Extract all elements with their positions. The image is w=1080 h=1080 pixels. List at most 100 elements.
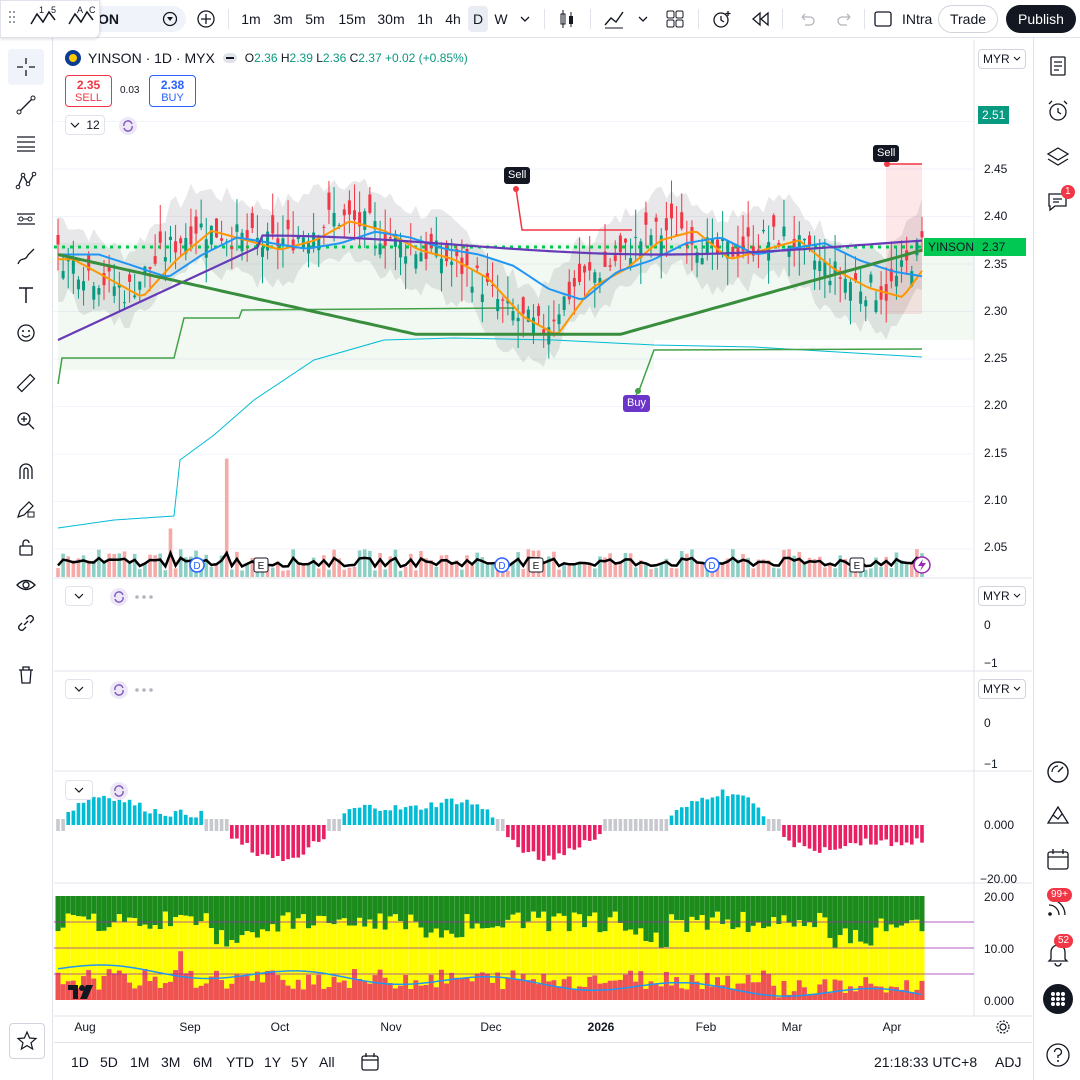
pane-collapse-button[interactable] xyxy=(65,780,93,800)
logo-widget[interactable]: 1 5 A C xyxy=(0,0,100,38)
buy-signal-marker[interactable]: Buy xyxy=(623,395,650,412)
currency-select[interactable]: MYR xyxy=(978,679,1026,699)
oscillator-bar-yellow xyxy=(715,911,721,978)
help-button[interactable] xyxy=(1040,1037,1076,1073)
interval-3m[interactable]: 3m xyxy=(273,11,293,27)
layout-name[interactable]: INtra xyxy=(902,11,933,27)
fullscreen-icon[interactable] xyxy=(872,8,894,30)
forecast-tool[interactable] xyxy=(8,201,44,237)
trend-line-tool[interactable] xyxy=(8,87,44,123)
currency-select[interactable]: MYR xyxy=(978,586,1026,606)
redo-icon[interactable] xyxy=(834,8,856,30)
oscillator-bar-yellow xyxy=(367,919,373,984)
add-symbol-icon[interactable] xyxy=(196,9,216,29)
oscillator-bar-yellow xyxy=(847,943,853,987)
range-all[interactable]: All xyxy=(319,1054,335,1070)
publish-button[interactable]: Publish xyxy=(1006,5,1076,33)
link-tool[interactable] xyxy=(8,605,44,641)
interval-5m[interactable]: 5m xyxy=(305,11,325,27)
oscillator-bar-red xyxy=(418,985,424,1000)
interval-w[interactable]: W xyxy=(494,11,508,27)
volume-bar xyxy=(664,558,669,577)
interval-30m[interactable]: 30m xyxy=(377,11,405,27)
ruler-tool[interactable] xyxy=(8,365,44,401)
interval-15m[interactable]: 15m xyxy=(338,11,366,27)
visibility-tool[interactable] xyxy=(8,567,44,603)
range-1y[interactable]: 1Y xyxy=(264,1054,282,1070)
undo-icon[interactable] xyxy=(796,8,818,30)
interval-1h[interactable]: 1h xyxy=(417,11,433,27)
candle-body xyxy=(547,327,551,345)
watchlist-button[interactable] xyxy=(1040,48,1076,84)
indicators-toggle[interactable]: 12 xyxy=(65,115,105,135)
volume-bar xyxy=(741,554,745,577)
candle-body xyxy=(705,237,709,255)
symbol-title[interactable]: YINSON · 1D · MYX xyxy=(88,50,215,66)
buy-button[interactable]: 2.38 BUY xyxy=(149,75,196,107)
oscillator-bar-yellow xyxy=(525,921,531,981)
interval-1m[interactable]: 1m xyxy=(241,11,261,27)
refresh-icon[interactable] xyxy=(109,781,129,801)
range-5d[interactable]: 5D xyxy=(100,1054,118,1070)
go-to-date-icon[interactable] xyxy=(360,1052,380,1072)
templates-icon[interactable] xyxy=(664,8,686,30)
object-tree-button[interactable] xyxy=(1040,139,1076,175)
range-5y[interactable]: 5Y xyxy=(291,1054,309,1070)
brush-tool[interactable] xyxy=(8,239,44,275)
trade-button[interactable]: Trade xyxy=(938,5,998,33)
histogram-bar xyxy=(362,804,367,825)
crosshair-tool[interactable] xyxy=(8,49,44,85)
pane-collapse-button[interactable] xyxy=(65,586,93,606)
interval-d[interactable]: D xyxy=(468,6,488,32)
stay-drawing-tool[interactable] xyxy=(8,491,44,527)
alerts-button[interactable] xyxy=(1040,93,1076,129)
replay-icon[interactable] xyxy=(748,8,772,30)
flag-icon[interactable] xyxy=(162,11,178,27)
oscillator-bar-red xyxy=(525,980,531,1000)
chevron-down-icon[interactable] xyxy=(518,13,532,25)
refresh-icon[interactable] xyxy=(118,116,138,136)
text-tool[interactable] xyxy=(8,277,44,313)
clock[interactable]: 21:18:33 UTC+8 xyxy=(874,1054,978,1070)
calendar-button[interactable] xyxy=(1040,842,1076,878)
candle-body xyxy=(833,261,837,274)
candles-icon[interactable] xyxy=(556,8,578,30)
indicators-icon[interactable] xyxy=(602,8,626,30)
range-ytd[interactable]: YTD xyxy=(226,1054,254,1070)
range-3m[interactable]: 3M xyxy=(161,1054,181,1070)
volume-bar xyxy=(403,567,408,577)
oscillator-bar-green xyxy=(352,896,358,926)
ideas-button[interactable] xyxy=(1040,798,1076,834)
sell-signal-marker[interactable]: Sell xyxy=(504,167,531,184)
pattern-tool[interactable] xyxy=(8,163,44,199)
favorites-tool[interactable] xyxy=(9,1023,45,1059)
settings-icon[interactable] xyxy=(995,1019,1011,1035)
range-6m[interactable]: 6M xyxy=(193,1054,213,1070)
sell-signal-marker[interactable]: Sell xyxy=(873,145,900,162)
sell-button[interactable]: 2.35 SELL xyxy=(65,75,112,107)
pane-collapse-button[interactable] xyxy=(65,679,93,699)
currency-select[interactable]: MYR xyxy=(978,49,1026,69)
volume-bar xyxy=(112,554,117,577)
chevron-down-icon[interactable] xyxy=(636,13,650,25)
oscillator-bar-yellow xyxy=(505,919,511,979)
time-axis[interactable]: Aug Sep Oct Nov Dec 2026 Feb Mar Apr xyxy=(54,1016,974,1038)
chart-area[interactable]: D E D E D E YINSON · 1D · MYX O2.36 H2.39 L2.… xyxy=(54,40,1032,1040)
histogram-bar xyxy=(444,798,449,825)
zoom-tool[interactable] xyxy=(8,403,44,439)
lock-tool[interactable] xyxy=(8,529,44,565)
emoji-tool[interactable] xyxy=(8,315,44,351)
fib-tool[interactable] xyxy=(8,125,44,161)
remove-drawings-tool[interactable] xyxy=(8,657,44,693)
technicals-button[interactable] xyxy=(1040,754,1076,790)
alert-icon[interactable] xyxy=(710,8,734,30)
adj-toggle[interactable]: ADJ xyxy=(995,1054,1022,1070)
range-1d[interactable]: 1D xyxy=(71,1054,89,1070)
interval-4h[interactable]: 4h xyxy=(445,11,461,27)
apps-button[interactable] xyxy=(1040,981,1076,1017)
range-1m[interactable]: 1M xyxy=(130,1054,150,1070)
magnet-tool[interactable] xyxy=(8,453,44,489)
oscillator-bar-green xyxy=(888,896,894,925)
pane3-tick: −1 xyxy=(984,757,998,771)
